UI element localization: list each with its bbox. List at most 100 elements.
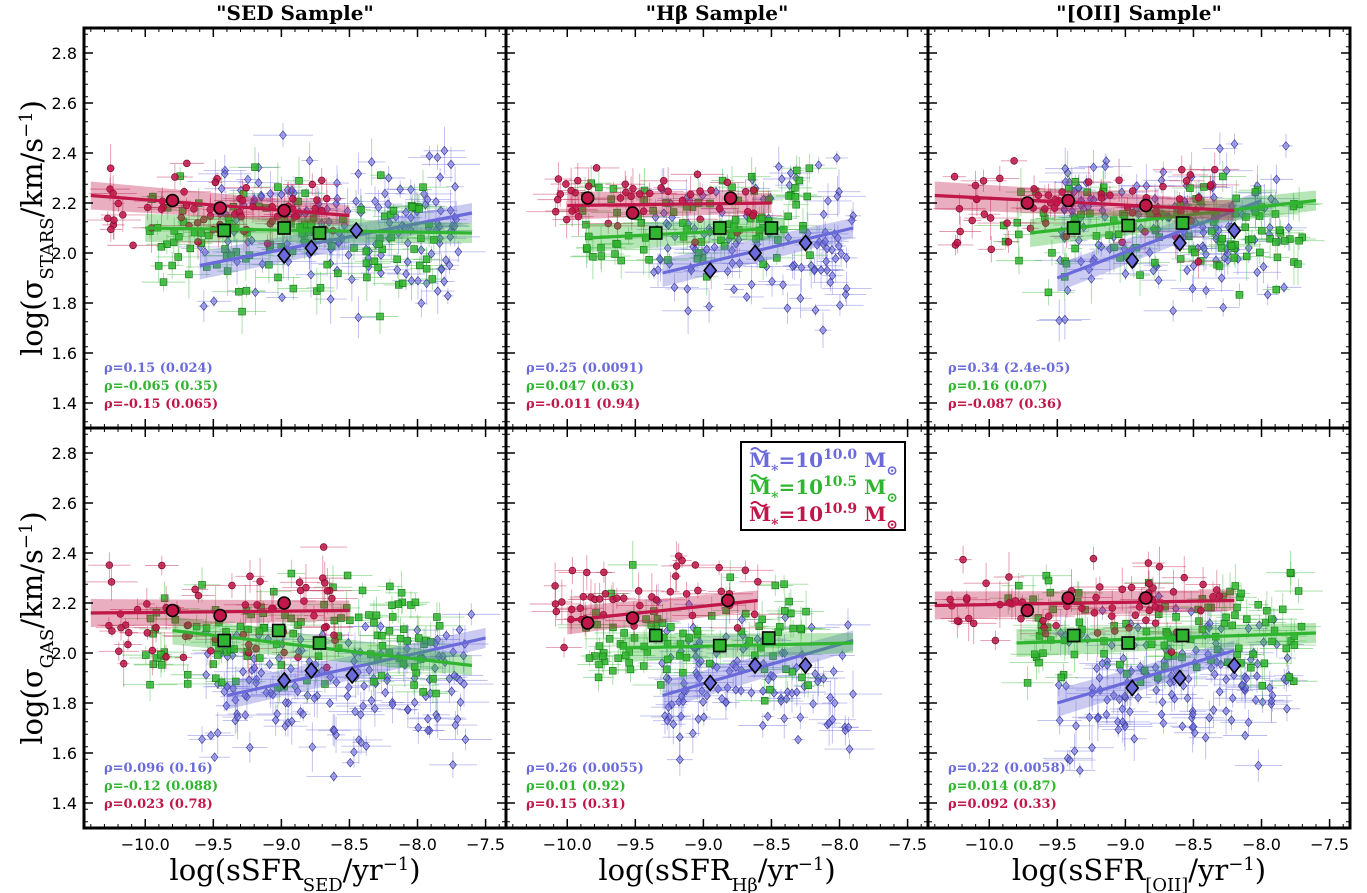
scatter-point xyxy=(785,213,792,220)
scatter-point xyxy=(327,295,334,304)
scatter-point xyxy=(434,153,441,162)
median-marker xyxy=(714,222,726,234)
scatter-point xyxy=(280,131,287,140)
scatter-point xyxy=(158,243,165,250)
scatter-point xyxy=(320,544,327,551)
scatter-point xyxy=(635,588,642,595)
y-tick-label: 2.8 xyxy=(52,444,77,463)
scatter-point xyxy=(290,285,297,292)
scatter-point xyxy=(104,215,111,222)
scatter-point xyxy=(754,578,761,585)
scatter-point xyxy=(1090,163,1097,172)
panel: 1.41.61.82.02.22.42.62.8ρ=0.15 (0.024)ρ=… xyxy=(52,28,506,428)
scatter-point xyxy=(1151,259,1158,266)
scatter-point xyxy=(317,284,324,291)
scatter-point xyxy=(598,253,605,260)
scatter-point xyxy=(404,705,411,714)
scatter-point xyxy=(1056,316,1063,325)
scatter-point xyxy=(1295,261,1302,268)
scatter-point xyxy=(620,595,627,602)
scatter-point xyxy=(1155,276,1162,285)
scatter-point xyxy=(412,599,419,606)
scatter-point xyxy=(775,162,782,171)
scatter-point xyxy=(1296,237,1303,244)
scatter-point xyxy=(246,743,253,752)
scatter-point xyxy=(324,261,331,268)
scatter-point xyxy=(1218,245,1225,252)
scatter-point xyxy=(1015,231,1022,238)
scatter-point xyxy=(672,573,679,580)
scatter-point xyxy=(403,270,410,279)
scatter-point xyxy=(326,699,333,708)
scatter-point xyxy=(155,263,162,270)
scatter-point xyxy=(1189,284,1196,293)
scatter-point xyxy=(1129,188,1136,195)
scatter-point xyxy=(199,735,206,744)
median-marker xyxy=(1177,217,1189,229)
scatter-point xyxy=(1260,262,1267,271)
scatter-point xyxy=(270,588,277,595)
scatter-point xyxy=(555,176,562,183)
scatter-point xyxy=(186,271,193,278)
correlation-label: ρ=-0.087 (0.36) xyxy=(948,397,1062,412)
scatter-point xyxy=(784,304,791,313)
scatter-point xyxy=(1072,245,1079,252)
median-marker xyxy=(725,192,737,204)
correlation-label: ρ=-0.065 (0.35) xyxy=(104,379,218,394)
scatter-point xyxy=(368,158,375,167)
scatter-point xyxy=(781,607,788,614)
scatter-point xyxy=(207,731,214,740)
median-marker xyxy=(166,605,178,617)
scatter-point xyxy=(303,584,310,591)
scatter-point xyxy=(214,652,221,659)
scatter-point xyxy=(808,623,815,632)
scatter-point xyxy=(345,251,352,259)
scatter-point xyxy=(252,164,259,171)
scatter-point xyxy=(1285,224,1292,233)
scatter-point xyxy=(596,661,603,668)
scatter-point xyxy=(743,293,750,302)
scatter-point xyxy=(378,632,385,639)
scatter-point xyxy=(107,165,114,172)
scatter-point xyxy=(353,197,360,206)
scatter-point xyxy=(1218,274,1225,283)
scatter-point xyxy=(390,207,397,214)
y-tick-label: 1.4 xyxy=(52,794,77,813)
scatter-point xyxy=(456,626,463,635)
y-tick-label: 2.2 xyxy=(52,594,77,613)
scatter-point xyxy=(1264,290,1271,299)
scatter-point xyxy=(1170,307,1177,316)
correlation-label: ρ=-0.011 (0.94) xyxy=(526,397,640,412)
scatter-point xyxy=(119,212,126,219)
scatter-point xyxy=(630,185,637,192)
scatter-point xyxy=(793,688,800,697)
scatter-point xyxy=(359,587,366,594)
scatter-point xyxy=(243,184,250,191)
scatter-point xyxy=(761,697,768,704)
median-marker xyxy=(314,227,326,239)
scatter-point xyxy=(212,179,219,186)
scatter-point xyxy=(951,173,958,180)
scatter-point xyxy=(1258,227,1265,234)
scatter-point xyxy=(684,285,691,294)
scatter-point xyxy=(423,256,430,263)
scatter-point xyxy=(468,610,475,619)
scatter-point xyxy=(278,190,285,199)
scatter-point xyxy=(330,772,337,781)
y-tick-label: 2.4 xyxy=(52,144,77,163)
scatter-point xyxy=(792,193,799,200)
scatter-point xyxy=(830,667,837,676)
median-marker xyxy=(218,225,230,237)
scatter-point xyxy=(347,758,354,767)
panel: ρ=0.25 (0.0091)ρ=0.047 (0.63)ρ=-0.011 (0… xyxy=(506,28,928,428)
scatter-point xyxy=(1220,303,1227,312)
scatter-point xyxy=(595,184,602,191)
scatter-point xyxy=(448,160,455,169)
scatter-point xyxy=(111,217,118,224)
scatter-point xyxy=(796,177,803,184)
scatter-point xyxy=(1219,235,1226,242)
scatter-point xyxy=(363,260,370,267)
scatter-point xyxy=(795,735,802,744)
scatter-point xyxy=(120,660,127,667)
scatter-point xyxy=(627,666,634,673)
